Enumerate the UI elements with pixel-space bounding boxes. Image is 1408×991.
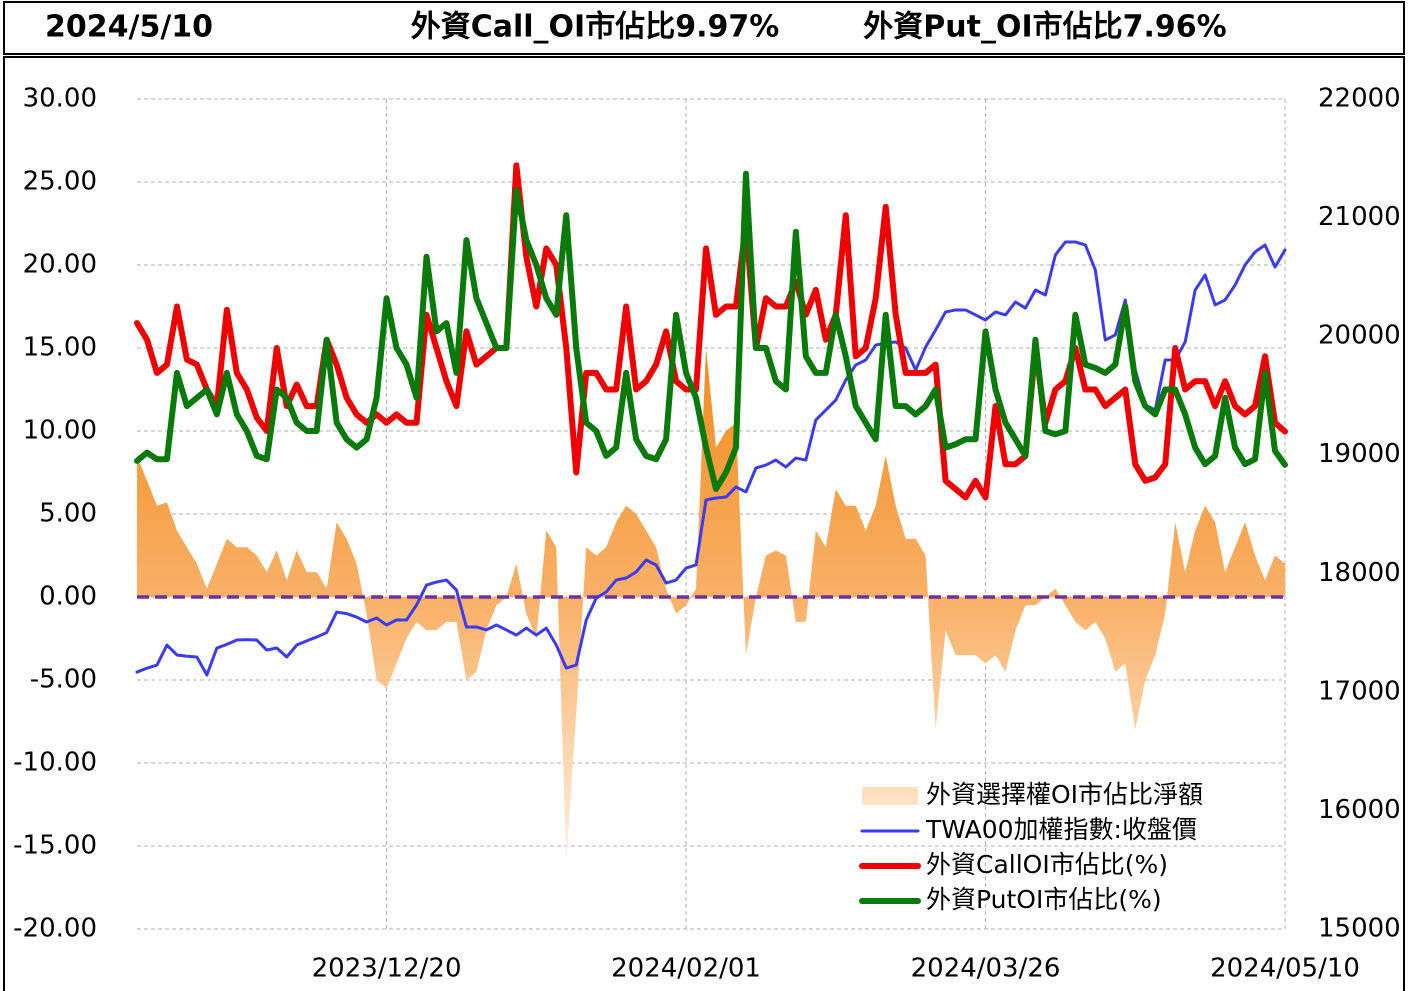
y2-tick-label: 21000 bbox=[1318, 202, 1401, 232]
y2-tick-label: 22000 bbox=[1318, 84, 1401, 114]
x-tick-label: 2023/12/20 bbox=[312, 954, 462, 984]
call-annotation: 外資Call_OI市佔比9.97% bbox=[411, 10, 780, 45]
legend-label: 外資選擇權OI市佔比淨額 bbox=[926, 780, 1203, 809]
y2-tick-label: 18000 bbox=[1318, 558, 1401, 588]
series-line bbox=[134, 170, 1288, 493]
y-tick-label: -20.00 bbox=[13, 914, 97, 944]
legend-swatch bbox=[862, 787, 918, 805]
x-tick-label: 2024/02/01 bbox=[611, 954, 761, 984]
y-tick-label: 10.00 bbox=[23, 416, 97, 446]
x-tick-label: 2024/05/10 bbox=[1210, 954, 1360, 984]
y-tick-label: 5.00 bbox=[39, 499, 97, 529]
y2-tick-label: 16000 bbox=[1318, 795, 1401, 825]
put-annotation: 外資Put_OI市佔比7.96% bbox=[863, 10, 1226, 45]
y-tick-label: 20.00 bbox=[23, 250, 97, 280]
y2-tick-label: 20000 bbox=[1318, 321, 1401, 351]
y2-tick-label: 17000 bbox=[1318, 676, 1401, 706]
y-tick-label: 25.00 bbox=[23, 167, 97, 197]
legend-label: TWA00加權指數:收盤價 bbox=[925, 815, 1197, 844]
y-tick-label: -5.00 bbox=[30, 665, 97, 695]
chart-title: 2024/5/10 bbox=[45, 10, 213, 45]
y2-tick-label: 19000 bbox=[1318, 439, 1401, 469]
net-area bbox=[137, 348, 1285, 863]
y-tick-label: 0.00 bbox=[39, 582, 97, 612]
x-tick-label: 2024/03/26 bbox=[911, 954, 1061, 984]
y-tick-label: 15.00 bbox=[23, 333, 97, 363]
legend-label: 外資CallOI市佔比(%) bbox=[926, 850, 1168, 879]
y-tick-label: -10.00 bbox=[13, 748, 97, 778]
header-box bbox=[3, 1, 1405, 55]
y-tick-label: 30.00 bbox=[23, 84, 97, 114]
legend-label: 外資PutOI市佔比(%) bbox=[926, 885, 1162, 914]
y2-tick-label: 15000 bbox=[1318, 914, 1401, 944]
series-line bbox=[135, 240, 1287, 677]
y-tick-label: -15.00 bbox=[13, 831, 97, 861]
